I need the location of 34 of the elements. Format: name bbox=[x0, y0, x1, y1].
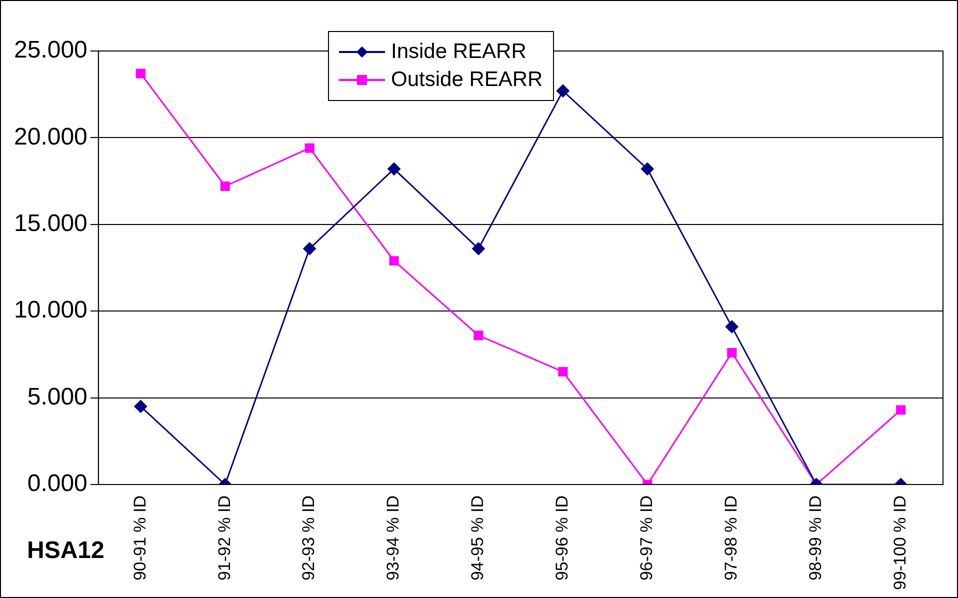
point bbox=[896, 405, 906, 415]
x-tick-label: 93-94 % ID bbox=[384, 496, 403, 581]
x-tick-label: 95-96 % ID bbox=[552, 496, 572, 581]
point bbox=[388, 162, 401, 176]
y-tick-label: 20.000 bbox=[14, 123, 88, 150]
point bbox=[725, 320, 738, 334]
x-tick-label: 97-98 % ID bbox=[722, 496, 741, 581]
y-tick-label: 10.000 bbox=[14, 296, 88, 324]
point bbox=[474, 330, 484, 340]
legend-label: Inside REARR bbox=[391, 40, 526, 64]
x-tick-label: 99-100 % ID bbox=[890, 496, 910, 590]
text: HSA12 bbox=[27, 537, 104, 565]
x-tick-label: 90-91 % ID bbox=[130, 496, 150, 581]
point bbox=[220, 182, 230, 191]
legend-label: Outside REARR bbox=[391, 68, 543, 92]
point bbox=[134, 400, 148, 413]
point bbox=[304, 143, 314, 153]
point bbox=[556, 84, 570, 98]
point bbox=[303, 242, 316, 256]
y-tick-label: 0.000 bbox=[27, 470, 88, 498]
point bbox=[727, 348, 737, 358]
y-tick-label: 25.000 bbox=[14, 36, 88, 64]
y-tick-label: 5.000 bbox=[27, 383, 88, 410]
x-tick-label: 91-92 % ID bbox=[214, 496, 234, 581]
point bbox=[472, 242, 485, 256]
x-tick-label: 92-93 % ID bbox=[299, 496, 318, 581]
x-tick-label: 98-99 % ID bbox=[806, 496, 825, 581]
y-tick-label: 15.000 bbox=[14, 210, 88, 238]
point bbox=[640, 162, 654, 176]
point bbox=[558, 367, 568, 377]
point bbox=[136, 68, 146, 78]
point bbox=[389, 256, 399, 266]
x-tick-label: 94-95 % ID bbox=[468, 496, 488, 581]
x-tick-label: 96-97 % ID bbox=[637, 496, 656, 581]
